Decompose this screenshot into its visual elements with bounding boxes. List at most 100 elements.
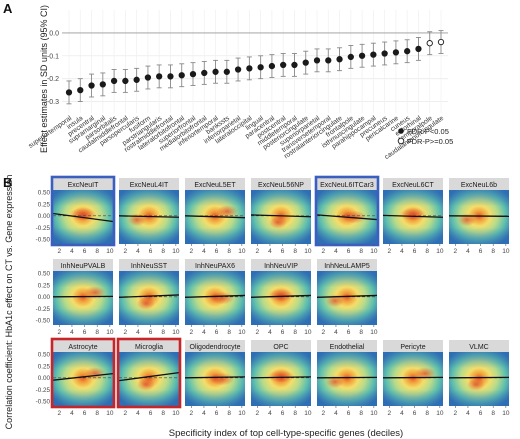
x-tick-label: 4: [70, 248, 74, 255]
y-tick-label: 0.25: [38, 282, 51, 289]
point-significant: [370, 51, 377, 58]
fit-line: [250, 214, 312, 218]
y-tick-label: -0.3: [47, 99, 59, 106]
x-tick-label: 4: [70, 410, 74, 417]
x-tick-label: 4: [268, 329, 272, 336]
facet-inhneuvip: InhNeuVIP 2 4 6 8 10: [250, 259, 312, 336]
x-tick-label: 10: [106, 410, 114, 417]
panel-b-label: B: [3, 175, 12, 190]
density-fade: [185, 271, 245, 325]
facet-endothelial: Endothelial 2 4 6 8 10: [316, 340, 378, 417]
point-significant: [325, 57, 332, 64]
facet-title: ExcNeuL6ITCar3: [320, 182, 374, 189]
x-tick-label: 2: [58, 410, 62, 417]
x-tick-label: 4: [334, 410, 338, 417]
point-significant: [392, 49, 400, 56]
x-tick-label: 6: [281, 410, 285, 417]
x-tick-label: 4: [136, 329, 140, 336]
y-tick-label: -0.50: [36, 318, 51, 325]
facet-oligodendrocyte: Oligodendrocyte 2 4 6 8 10: [184, 340, 246, 417]
facet-title: ExcNeuL4IT: [130, 182, 169, 189]
x-tick-label: 4: [334, 248, 338, 255]
density-fade: [449, 352, 509, 406]
fit-line: [184, 376, 246, 379]
facet-strip: [53, 340, 113, 352]
highlight-border-blue: [50, 175, 116, 247]
x-tick-label: 8: [359, 248, 363, 255]
y-tick-label: 0.25: [38, 363, 51, 370]
x-tick-label: 4: [202, 248, 206, 255]
point-significant: [122, 77, 129, 85]
fit-line: [382, 214, 444, 218]
x-tick-label: 10: [238, 329, 246, 336]
facet-strip: [449, 178, 509, 190]
facet-inhneusst: InhNeuSST 2 4 6 8 10: [118, 259, 180, 336]
density-fade: [53, 271, 113, 325]
x-tick-label: 2: [388, 248, 392, 255]
x-tick-label: 10: [370, 410, 378, 417]
y-tick-label: 0.00: [38, 294, 51, 301]
x-tick-label: 8: [359, 410, 363, 417]
x-tick-label: 10: [106, 248, 114, 255]
x-tick-label: 2: [256, 410, 260, 417]
y-tick-label: -0.50: [36, 237, 51, 244]
facet-title: InhNeuPAX6: [195, 263, 235, 270]
x-tick-label: 2: [256, 248, 260, 255]
facet-strip: [317, 259, 377, 271]
facet-title: ExcNeuL56NP: [258, 182, 304, 189]
panel-b-facets: ExcNeuIT -0.50 -0.25 0.00 0.25 0.50 2 4 6 8 10 ExcN…: [36, 175, 510, 417]
x-tick-label: 6: [149, 248, 153, 255]
y-tick-label: 0.00: [38, 213, 51, 220]
x-tick-label: 6: [347, 410, 351, 417]
facet-title: InhNeuLAMP5: [324, 263, 370, 270]
facet-title: ExcNeuL6CT: [392, 182, 434, 189]
x-tick-label: 8: [293, 410, 297, 417]
facet-excneul6b: ExcNeuL6b 2 4 6 8 10: [448, 178, 510, 255]
x-tick-label: 6: [215, 410, 219, 417]
x-tick-label: 8: [95, 410, 99, 417]
point-significant: [223, 68, 230, 75]
x-tick-label: 4: [334, 329, 338, 336]
point-significant: [65, 89, 73, 96]
facet-title: InhNeuPVALB: [61, 263, 106, 270]
x-tick-label: 2: [58, 329, 62, 336]
facet-title: ExcNeuIT: [68, 182, 99, 189]
y-tick-label: 0.50: [38, 352, 51, 359]
y-tick-label: -0.25: [36, 387, 51, 394]
y-tick-label: 0.00: [38, 375, 51, 382]
x-tick-label: 8: [161, 410, 165, 417]
fit-line: [52, 212, 114, 223]
point-significant: [133, 76, 140, 83]
facet-title: Endothelial: [330, 344, 365, 351]
y-tick-label: 0.25: [38, 201, 51, 208]
x-tick-label: 2: [388, 410, 392, 417]
facet-title: ExcNeuL5ET: [194, 182, 236, 189]
point-significant: [257, 64, 264, 71]
point-significant: [178, 72, 185, 79]
x-tick-label: 2: [190, 329, 194, 336]
x-tick-label: 6: [413, 248, 417, 255]
point-significant: [156, 73, 163, 80]
facet-strip: [119, 259, 179, 271]
x-tick-label: 2: [190, 248, 194, 255]
facet-title: InhNeuSST: [131, 263, 168, 270]
x-tick-label: 8: [491, 410, 495, 417]
x-tick-label: 10: [304, 329, 312, 336]
facet-excneuit: ExcNeuIT -0.50 -0.25 0.00 0.25 0.50 2 4 6 8 10: [36, 175, 116, 255]
point-significant: [336, 56, 343, 63]
facet-strip: [53, 259, 113, 271]
x-tick-label: 6: [83, 410, 87, 417]
facet-strip: [185, 259, 245, 271]
facet-title: Pericyte: [400, 344, 425, 351]
density-fade: [251, 271, 311, 325]
x-tick-label: 6: [149, 410, 153, 417]
y-tick-label: -0.2: [47, 76, 59, 83]
point-significant: [415, 45, 422, 53]
x-tick-label: 4: [70, 329, 74, 336]
x-tick-label: 4: [466, 410, 470, 417]
x-tick-label: 8: [227, 329, 231, 336]
point-significant: [268, 62, 276, 70]
density-fade: [317, 271, 377, 325]
density-fade: [251, 352, 311, 406]
density-fade: [449, 190, 509, 244]
